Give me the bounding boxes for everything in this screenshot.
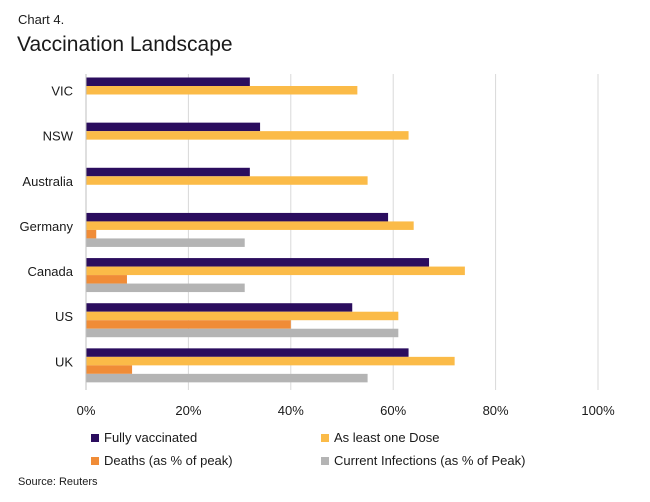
bar-chart: 0% 20% 40% 60% 80% 100% VIC NSW Australia Germany…	[20, 74, 615, 418]
x-tick-label-0: 0%	[77, 403, 96, 418]
category-label-nsw: NSW	[43, 129, 74, 144]
bar-germany-current-infections-as-of-peak	[86, 238, 245, 247]
category-label-canada: Canada	[27, 264, 73, 279]
legend-item-at-least-one-dose: As least one Dose	[321, 430, 440, 445]
category-label-uk: UK	[55, 354, 73, 369]
bar-nsw-fully-vaccinated	[86, 122, 261, 132]
legend-swatch-fully-vaccinated	[91, 433, 99, 442]
source-note: Source: Reuters	[18, 476, 98, 488]
bar-uk-current-infections-as-of-peak	[86, 373, 368, 383]
bar-canada-deaths-as-of-peak	[86, 275, 127, 284]
legend: Fully vaccinated As least one Dose Death…	[91, 430, 611, 474]
x-tick-label-20: 20%	[175, 403, 201, 418]
legend-label-current-infections: Current Infections (as % of Peak)	[334, 453, 526, 468]
bar-uk-deaths-as-of-peak	[86, 365, 133, 374]
legend-swatch-current-infections	[321, 456, 329, 465]
bar-nsw-as-least-one-dose	[86, 131, 409, 140]
bar-vic-as-least-one-dose	[86, 86, 358, 95]
legend-item-deaths: Deaths (as % of peak)	[91, 453, 233, 468]
x-tick-label-40: 40%	[278, 403, 304, 418]
category-label-vic: VIC	[51, 84, 73, 99]
bar-canada-current-infections-as-of-peak	[86, 283, 245, 293]
legend-item-current-infections: Current Infections (as % of Peak)	[321, 453, 525, 468]
x-tick-label-60: 60%	[380, 403, 406, 418]
x-tick-label-80: 80%	[483, 403, 509, 418]
bar-germany-deaths-as-of-peak	[86, 229, 97, 239]
x-tick-label-100: 100%	[581, 403, 615, 418]
bar-us-as-least-one-dose	[86, 311, 399, 321]
category-label-us: US	[55, 309, 73, 324]
legend-label-at-least-one-dose: As least one Dose	[334, 430, 440, 445]
bar-canada-as-least-one-dose	[86, 266, 465, 276]
legend-swatch-deaths	[91, 456, 99, 465]
category-label-australia: Australia	[22, 174, 73, 189]
legend-swatch-at-least-one-dose	[321, 433, 329, 442]
bar-australia-as-least-one-dose	[86, 176, 368, 185]
legend-item-fully-vaccinated: Fully vaccinated	[91, 430, 197, 445]
legend-label-deaths: Deaths (as % of peak)	[104, 453, 233, 468]
category-label-germany: Germany	[20, 219, 74, 234]
chart-label: Chart 4.	[18, 12, 65, 27]
bar-vic-fully-vaccinated	[86, 77, 250, 86]
chart-title: Vaccination Landscape	[17, 33, 233, 56]
bar-us-current-infections-as-of-peak	[86, 328, 399, 338]
bar-canada-fully-vaccinated	[86, 258, 430, 267]
bar-uk-fully-vaccinated	[86, 348, 409, 357]
legend-label-fully-vaccinated: Fully vaccinated	[104, 430, 198, 445]
bar-australia-fully-vaccinated	[86, 167, 250, 177]
bar-us-fully-vaccinated	[86, 303, 353, 312]
bar-germany-as-least-one-dose	[86, 221, 414, 230]
bar-uk-as-least-one-dose	[86, 356, 455, 366]
bar-germany-fully-vaccinated	[86, 212, 389, 222]
bar-us-deaths-as-of-peak	[86, 320, 291, 329]
